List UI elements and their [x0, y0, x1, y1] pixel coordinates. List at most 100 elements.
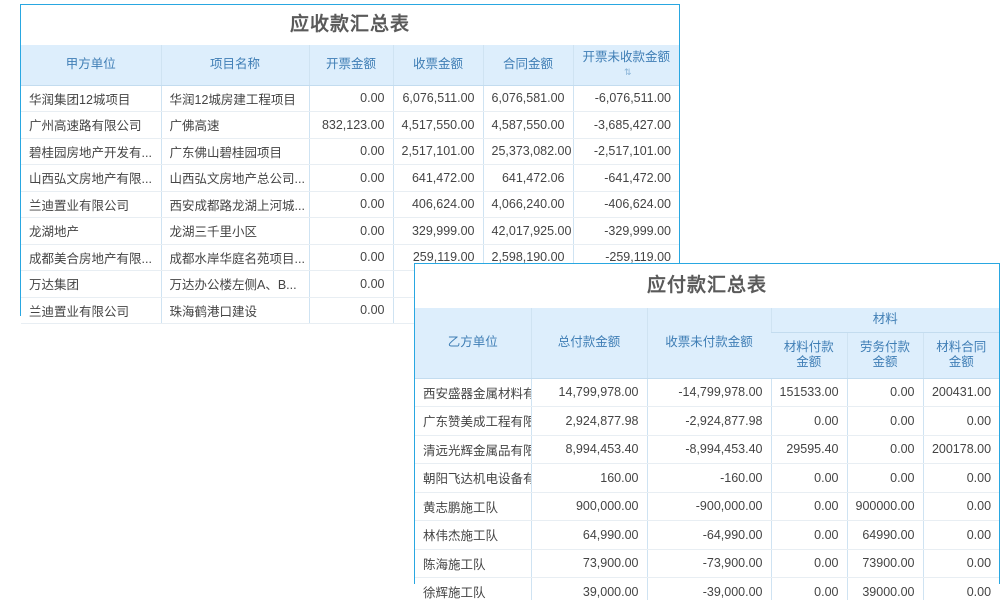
payable-group-header-row: 乙方单位 总付款金额 收票未付款金额 材料 — [415, 308, 1000, 379]
receivable-table-head: 甲方单位 项目名称 开票金额 收票金额 合同金额 开票未收款金额 ⇅ — [21, 45, 679, 86]
payable-cell-c3: 0.00 — [770, 549, 847, 578]
payable-cell-c2: -900,000.00 — [646, 492, 771, 521]
payable-table-row[interactable]: 广东赞美成工程有限 2,924,877.98 -2,924,877.98 0.00 0.… — [415, 406, 1000, 436]
payable-cell-c0[interactable]: 清远光辉金属品有限 — [415, 435, 531, 464]
payable-cell-c1: 2,924,877.98 — [530, 406, 647, 436]
payable-cell-c5: 0.00 — [922, 406, 1000, 436]
receivable-cell-c2: 0.00 — [308, 244, 393, 271]
receivable-table-row[interactable]: 广州高速路有限公司 广佛高速 832,123.00 4,517,550.00 4,587… — [21, 111, 679, 139]
receivable-cell-c3: 329,999.00 — [392, 217, 483, 245]
payable-group-header-material[interactable]: 材料 — [770, 308, 1000, 333]
payable-cell-c1: 900,000.00 — [530, 492, 647, 521]
receivable-col-header-3[interactable]: 收票金额 — [392, 45, 483, 86]
payable-cell-c0[interactable]: 西安盛器金属材料有 — [415, 378, 531, 407]
receivable-cell-c2: 0.00 — [308, 191, 393, 218]
receivable-col-header-4[interactable]: 合同金额 — [482, 45, 573, 86]
receivable-cell-c2: 0.00 — [308, 138, 393, 165]
payable-cell-c3: 29595.40 — [770, 435, 847, 464]
payable-cell-c0[interactable]: 林伟杰施工队 — [415, 520, 531, 550]
payable-summary-panel: 应付款汇总表 乙方单位 总付款金额 收票未付款金额 材料 材料付款金额 — [414, 263, 1000, 600]
receivable-cell-c4: 6,076,581.00 — [482, 85, 573, 112]
receivable-table-row[interactable]: 兰迪置业有限公司 西安成都路龙湖上河城... 0.00 406,624.00 4,066… — [21, 191, 679, 218]
payable-col-header-2[interactable]: 收票未付款金额 — [646, 308, 771, 379]
payable-subheader-row: 材料付款金额 劳务付款金额 材料合同金额 — [415, 332, 1000, 379]
payable-cell-c5: 0.00 — [922, 549, 1000, 578]
receivable-col-header-1[interactable]: 项目名称 — [160, 45, 309, 86]
payable-cell-c1: 73,900.00 — [530, 549, 647, 578]
payable-cell-c4: 39000.00 — [846, 577, 923, 600]
receivable-cell-c5: -6,076,511.00 — [572, 85, 679, 112]
payable-cell-c0[interactable]: 黄志鹏施工队 — [415, 492, 531, 521]
payable-cell-c4: 0.00 — [846, 463, 923, 493]
payable-cell-c0[interactable]: 朝阳飞达机电设备有 — [415, 463, 531, 493]
payable-cell-c5: 200178.00 — [922, 435, 1000, 464]
receivable-cell-c0: 成都美合房地产有限... — [21, 244, 161, 271]
receivable-cell-c4: 641,472.06 — [482, 164, 573, 192]
payable-cell-c1: 8,994,453.40 — [530, 435, 647, 464]
payable-table-row[interactable]: 林伟杰施工队 64,990.00 -64,990.00 0.00 64990.00 0.0… — [415, 520, 1000, 550]
payable-cell-c5: 200431.00 — [922, 378, 1000, 407]
receivable-table-row[interactable]: 龙湖地产 龙湖三千里小区 0.00 329,999.00 42,017,925.00 -3… — [21, 217, 679, 245]
payable-col-header-4[interactable]: 劳务付款金额 — [846, 332, 923, 379]
payable-panel-title: 应付款汇总表 — [415, 264, 999, 308]
receivable-cell-c3: 6,076,511.00 — [392, 85, 483, 112]
receivable-cell-c0: 龙湖地产 — [21, 217, 161, 245]
payable-table-row[interactable]: 徐辉施工队 39,000.00 -39,000.00 0.00 39000.00 0.00 — [415, 577, 1000, 600]
payable-table-row[interactable]: 朝阳飞达机电设备有 160.00 -160.00 0.00 0.00 0.00 — [415, 463, 1000, 493]
payable-cell-c2: -39,000.00 — [646, 577, 771, 600]
receivable-summary-panel: 应收款汇总表 甲方单位 项目名称 开票金额 收票金额 合同金额 开票未收款金额 ⇅ — [20, 4, 680, 324]
payable-col-header-5[interactable]: 材料合同金额 — [922, 332, 1000, 379]
payable-cell-c4: 900000.00 — [846, 492, 923, 521]
payable-col-header-0[interactable]: 乙方单位 — [415, 308, 531, 379]
receivable-col-header-5[interactable]: 开票未收款金额 ⇅ — [572, 45, 679, 86]
receivable-cell-c3: 641,472.00 — [392, 164, 483, 192]
receivable-cell-c2: 0.00 — [308, 85, 393, 112]
receivable-cell-c4: 42,017,925.00 — [482, 217, 573, 245]
payable-cell-c5: 0.00 — [922, 520, 1000, 550]
payable-cell-c3: 0.00 — [770, 577, 847, 600]
receivable-cell-c4: 4,066,240.00 — [482, 191, 573, 218]
payable-table: 乙方单位 总付款金额 收票未付款金额 材料 材料付款金额 劳务付款金额 材料合同… — [415, 308, 1000, 600]
receivable-cell-c1: 龙湖三千里小区 — [160, 217, 309, 245]
payable-cell-c1: 160.00 — [530, 463, 647, 493]
payable-cell-c4: 0.00 — [846, 435, 923, 464]
receivable-table-row[interactable]: 山西弘文房地产有限... 山西弘文房地产总公司... 0.00 641,472.00 6… — [21, 164, 679, 192]
receivable-cell-c0: 兰迪置业有限公司 — [21, 191, 161, 218]
receivable-cell-c3: 2,517,101.00 — [392, 138, 483, 165]
payable-table-row[interactable]: 清远光辉金属品有限 8,994,453.40 -8,994,453.40 29595.… — [415, 435, 1000, 464]
sort-indicator-icon[interactable]: ⇅ — [623, 66, 632, 77]
payable-cell-c2: -14,799,978.00 — [646, 378, 771, 407]
payable-cell-c0[interactable]: 广东赞美成工程有限 — [415, 406, 531, 436]
payable-cell-c0[interactable]: 徐辉施工队 — [415, 577, 531, 600]
receivable-col-header-5-label: 开票未收款金额 — [582, 49, 670, 64]
payable-col-header-3[interactable]: 材料付款金额 — [771, 332, 847, 379]
payable-cell-c4: 64990.00 — [846, 520, 923, 550]
payable-cell-c5: 0.00 — [922, 463, 1000, 493]
payable-table-row[interactable]: 西安盛器金属材料有 14,799,978.00 -14,799,978.00 1515… — [415, 378, 1000, 407]
payable-table-head: 乙方单位 总付款金额 收票未付款金额 材料 材料付款金额 劳务付款金额 材料合同… — [415, 308, 1000, 379]
payable-col-header-1[interactable]: 总付款金额 — [530, 308, 647, 379]
payable-cell-c3: 0.00 — [770, 520, 847, 550]
receivable-cell-c0: 万达集团 — [21, 270, 161, 298]
payable-cell-c1: 39,000.00 — [530, 577, 647, 600]
payable-cell-c5: 0.00 — [922, 577, 1000, 600]
receivable-cell-c2: 0.00 — [308, 164, 393, 192]
receivable-cell-c3: 406,624.00 — [392, 191, 483, 218]
receivable-header-row: 甲方单位 项目名称 开票金额 收票金额 合同金额 开票未收款金额 ⇅ — [21, 45, 679, 86]
receivable-cell-c0: 碧桂园房地产开发有... — [21, 138, 161, 165]
payable-cell-c4: 0.00 — [846, 378, 923, 407]
receivable-col-header-2[interactable]: 开票金额 — [308, 45, 393, 86]
receivable-table-row[interactable]: 华润集团12城项目 华润12城房建工程项目 0.00 6,076,511.00 6,07… — [21, 85, 679, 112]
payable-cell-c4: 73900.00 — [846, 549, 923, 578]
payable-cell-c5: 0.00 — [922, 492, 1000, 521]
receivable-cell-c5: -2,517,101.00 — [572, 138, 679, 165]
payable-table-row[interactable]: 陈海施工队 73,900.00 -73,900.00 0.00 73900.00 0.00 — [415, 549, 1000, 578]
receivable-panel-title: 应收款汇总表 — [21, 5, 679, 45]
receivable-col-header-0[interactable]: 甲方单位 — [21, 45, 161, 86]
receivable-table-row[interactable]: 碧桂园房地产开发有... 广东佛山碧桂园项目 0.00 2,517,101.00 25,… — [21, 138, 679, 165]
payable-cell-c0[interactable]: 陈海施工队 — [415, 549, 531, 578]
receivable-cell-c5: -641,472.00 — [572, 164, 679, 192]
receivable-cell-c1: 成都水岸华庭名苑项目... — [160, 244, 309, 271]
payable-table-row[interactable]: 黄志鹏施工队 900,000.00 -900,000.00 0.00 900000.00… — [415, 492, 1000, 521]
